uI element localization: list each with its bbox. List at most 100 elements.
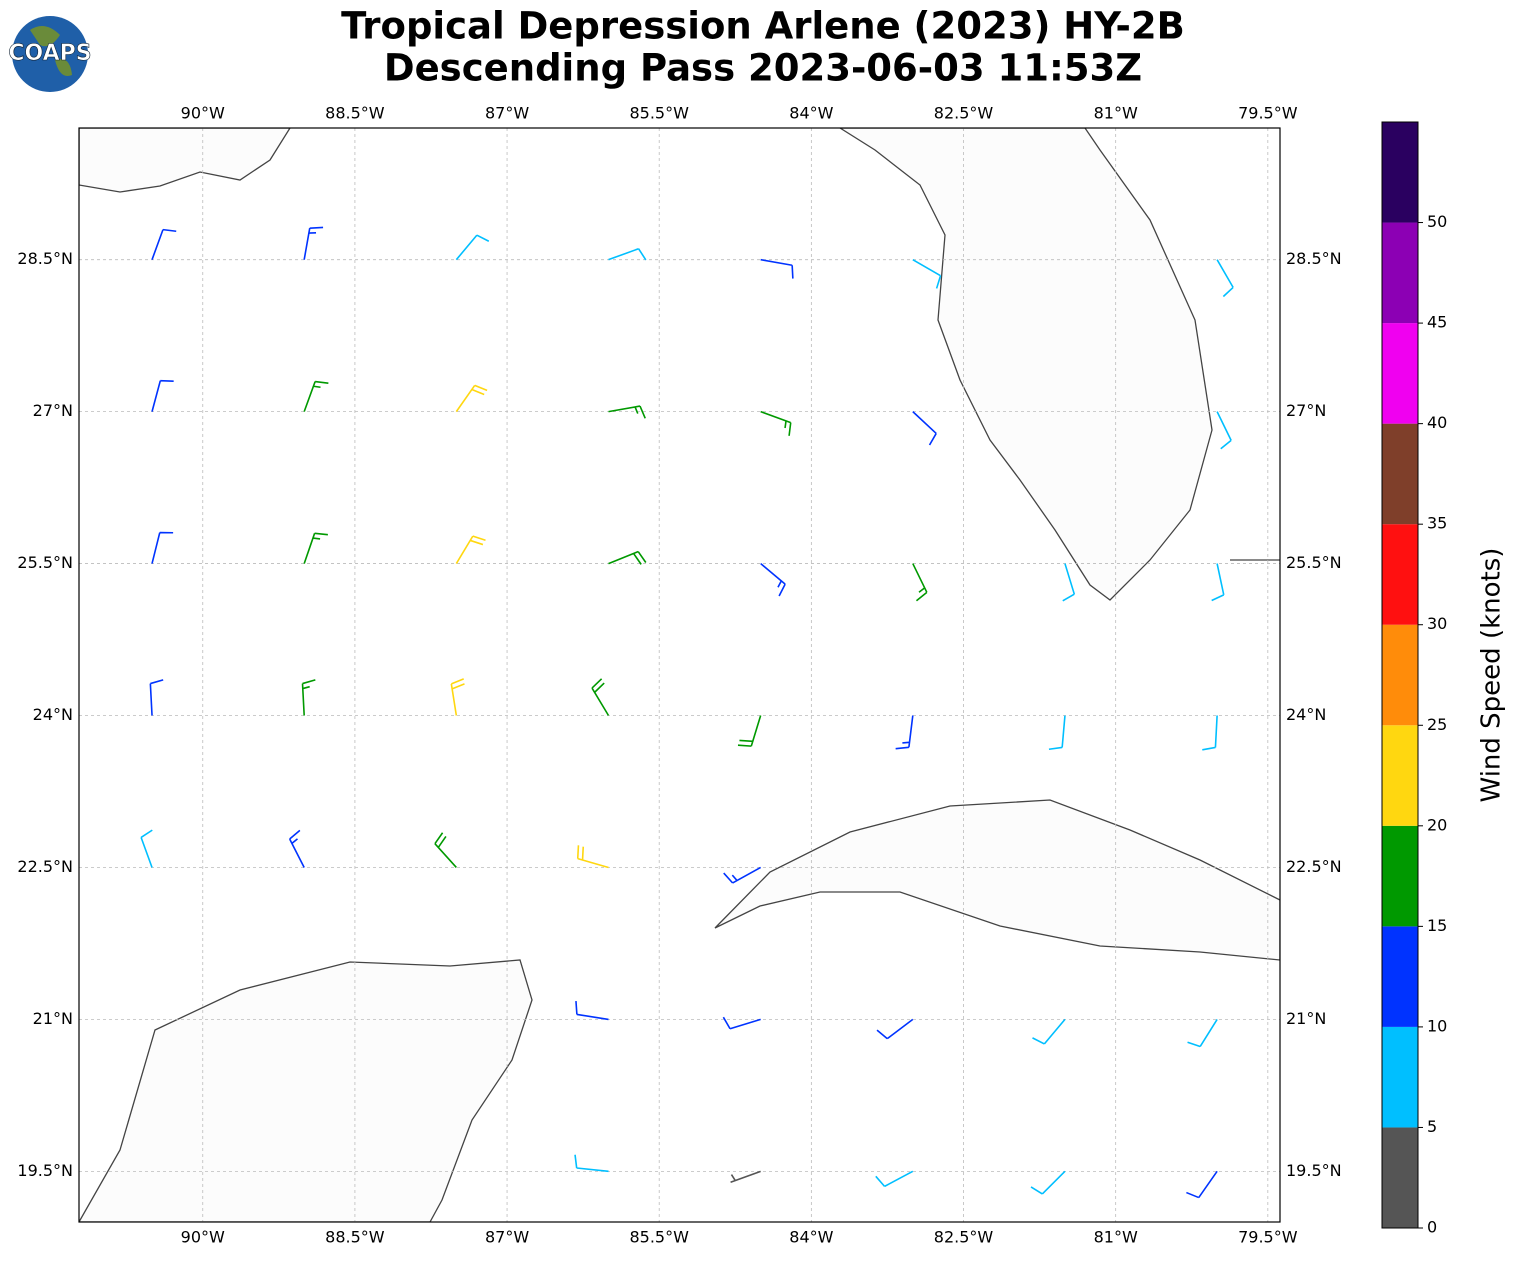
x-tick-label: 81°W: [1094, 104, 1138, 123]
colorbar-tick-label: 5: [1427, 1117, 1437, 1136]
colorbar-tick-label: 45: [1427, 313, 1447, 332]
colorbar-bin: [1382, 624, 1418, 726]
colorbar-bin: [1382, 222, 1418, 324]
y-tick-label: 24°N: [1286, 705, 1326, 724]
wind-barb: [151, 379, 174, 412]
wind-barb: [608, 247, 647, 261]
wind-barb: [723, 866, 762, 884]
colorbar-tick-label: 20: [1427, 815, 1447, 834]
y-tick-label: 27°N: [1286, 401, 1326, 420]
x-tick-label: 87°W: [485, 104, 529, 123]
yucatan: [79, 959, 533, 1222]
colorbar-bin: [1382, 725, 1418, 826]
y-tick-label: 21°N: [33, 1009, 73, 1028]
coastlines: [79, 128, 1280, 1222]
wind-barb: [149, 679, 164, 716]
x-tick-label: 81°W: [1094, 1228, 1138, 1247]
wind-barb: [574, 1154, 609, 1173]
wind-barb: [575, 1001, 609, 1021]
y-tick-label: 19.5°N: [1286, 1161, 1342, 1180]
wind-barb: [450, 678, 465, 716]
florida: [838, 128, 1213, 601]
y-tick-label: 27°N: [33, 401, 73, 420]
y-tick-label: 24°N: [33, 705, 73, 724]
colorbar-tick-label: 40: [1427, 413, 1447, 432]
wind-barb: [760, 410, 792, 436]
logo-land: [30, 26, 72, 76]
wind-barb: [1048, 715, 1066, 751]
colorbar-bin: [1382, 524, 1418, 625]
colorbar-tick-label: 10: [1427, 1016, 1447, 1035]
colorbar-label: Wind Speed (knots): [1477, 548, 1507, 803]
colorbar-bin: [1382, 423, 1418, 525]
graticule: 90°W 90°W 88.5°W 88.5°W 87°W 87°W 85.5°W 85.5°W…: [17, 104, 1341, 1247]
wind-barb: [576, 845, 609, 869]
colorbar-tick-label: 50: [1427, 212, 1447, 231]
colorbar-bin: [1382, 825, 1418, 927]
colorbar-bin: [1382, 1026, 1418, 1128]
wind-barb: [1187, 1018, 1218, 1048]
colorbar-bin: [1382, 926, 1418, 1027]
wind-barb: [303, 226, 324, 260]
x-tick-label: 88.5°W: [325, 1228, 385, 1247]
wind-barb: [591, 678, 610, 716]
colorbar-tick-label: 15: [1427, 916, 1447, 935]
y-tick-label: 22.5°N: [17, 857, 73, 876]
wind-barb: [140, 829, 153, 868]
wind-barb: [608, 405, 646, 419]
wind-barb: [608, 550, 647, 565]
colorbar: 0 5 10 15 20 25 30 35 40 45 50: [1381, 121, 1447, 1237]
wind-barb: [303, 532, 328, 564]
y-tick-label: 28.5°N: [1286, 249, 1342, 268]
barbs: [140, 226, 1234, 1199]
y-tick-label: 25.5°N: [1286, 553, 1342, 572]
louisiana-coast: [79, 128, 291, 193]
y-tick-label: 19.5°N: [17, 1161, 73, 1180]
colorbar-bin: [1382, 323, 1418, 424]
wind-barb: [912, 563, 928, 602]
x-tick-label: 82.5°W: [934, 104, 994, 123]
wind-barb: [151, 228, 177, 260]
wind-barb: [730, 1170, 761, 1184]
y-tick-label: 22.5°N: [1286, 857, 1342, 876]
wind-barb: [151, 531, 174, 564]
colorbar-tick-label: 25: [1427, 715, 1447, 734]
wind-barb: [1216, 259, 1234, 298]
x-tick-label: 84°W: [789, 104, 833, 123]
y-tick-label: 25.5°N: [17, 553, 73, 572]
x-tick-label: 90°W: [181, 104, 225, 123]
x-tick-label: 79.5°W: [1238, 1228, 1298, 1247]
wind-barb: [876, 1018, 914, 1040]
wind-barb: [301, 679, 316, 716]
cuba: [714, 799, 1280, 961]
wind-barb: [895, 715, 914, 750]
x-tick-label: 85.5°W: [629, 1228, 689, 1247]
wind-barb: [722, 1016, 761, 1030]
colorbar-tick-label: 30: [1427, 614, 1447, 633]
wind-barb: [455, 234, 490, 261]
wind-barb: [1186, 1170, 1218, 1199]
wind-barb: [1211, 563, 1225, 602]
wind-barb: [737, 715, 762, 747]
colorbar-bin: [1382, 1127, 1418, 1228]
wind-barb: [288, 829, 305, 868]
x-tick-label: 82.5°W: [934, 1228, 994, 1247]
wind-barb: [912, 411, 937, 446]
x-tick-label: 79.5°W: [1238, 104, 1298, 123]
y-tick-label: 28.5°N: [17, 249, 73, 268]
x-tick-label: 87°W: [485, 1228, 529, 1247]
wind-barb: [1032, 1018, 1066, 1045]
x-tick-label: 88.5°W: [325, 104, 385, 123]
logo-text: COAPS: [8, 41, 91, 66]
logo: COAPS: [8, 16, 92, 92]
wind-barb: [455, 384, 488, 413]
colorbar-tick-label: 35: [1427, 514, 1447, 533]
colorbar-bin: [1382, 122, 1418, 223]
x-tick-label: 84°W: [789, 1228, 833, 1247]
wind-barb: [455, 535, 486, 564]
wind-barb: [434, 832, 457, 868]
x-tick-label: 90°W: [181, 1228, 225, 1247]
colorbar-tick-label: 0: [1427, 1218, 1437, 1237]
wind-barb: [760, 258, 794, 279]
